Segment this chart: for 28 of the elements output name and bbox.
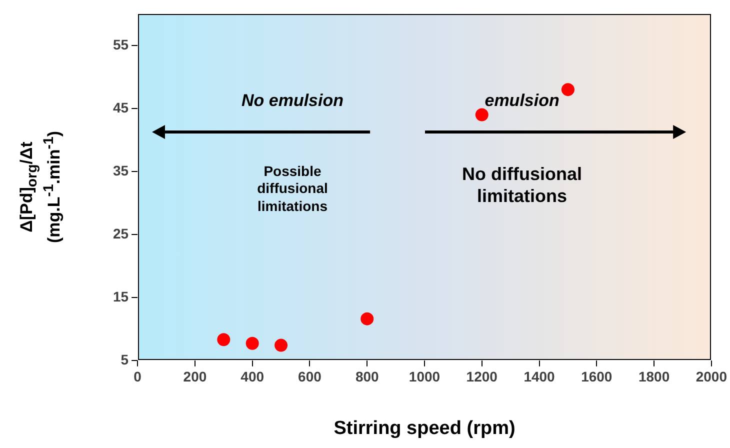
annotation: emulsion [484, 90, 560, 112]
point [217, 333, 230, 346]
x-axis-title: Stirring speed (rpm) [334, 418, 516, 439]
x-tick-label: 600 [298, 368, 322, 385]
point [274, 338, 288, 352]
point [360, 312, 374, 326]
x-tick-label: 0 [134, 368, 142, 385]
x-tick-label: 800 [355, 368, 380, 385]
y-tick-label: 15 [112, 288, 129, 304]
point [475, 108, 488, 122]
x-tick-label: 1400 [524, 368, 556, 385]
x-tick-label: 2000 [696, 368, 728, 385]
x-tick-label: 1600 [581, 368, 612, 385]
x-tick-label: 1000 [408, 368, 440, 385]
x-tick-label: 200 [183, 368, 207, 385]
y-tick-label: 35 [112, 162, 129, 178]
y-tick-label: 55 [112, 36, 129, 52]
annotation: Possible diffusional limitations [256, 162, 329, 216]
x-tick-label: 1800 [638, 368, 670, 385]
annotation: No emulsion [240, 90, 344, 112]
y-tick-label: 45 [112, 99, 129, 116]
annotation: No diffusional limitations [462, 162, 582, 208]
y-tick-label: 25 [112, 225, 129, 242]
x-tick-label: 1200 [466, 368, 498, 385]
x-tick-label: 400 [240, 368, 264, 385]
y-tick-label: 5 [120, 351, 129, 368]
point [561, 83, 574, 96]
point [246, 336, 259, 350]
